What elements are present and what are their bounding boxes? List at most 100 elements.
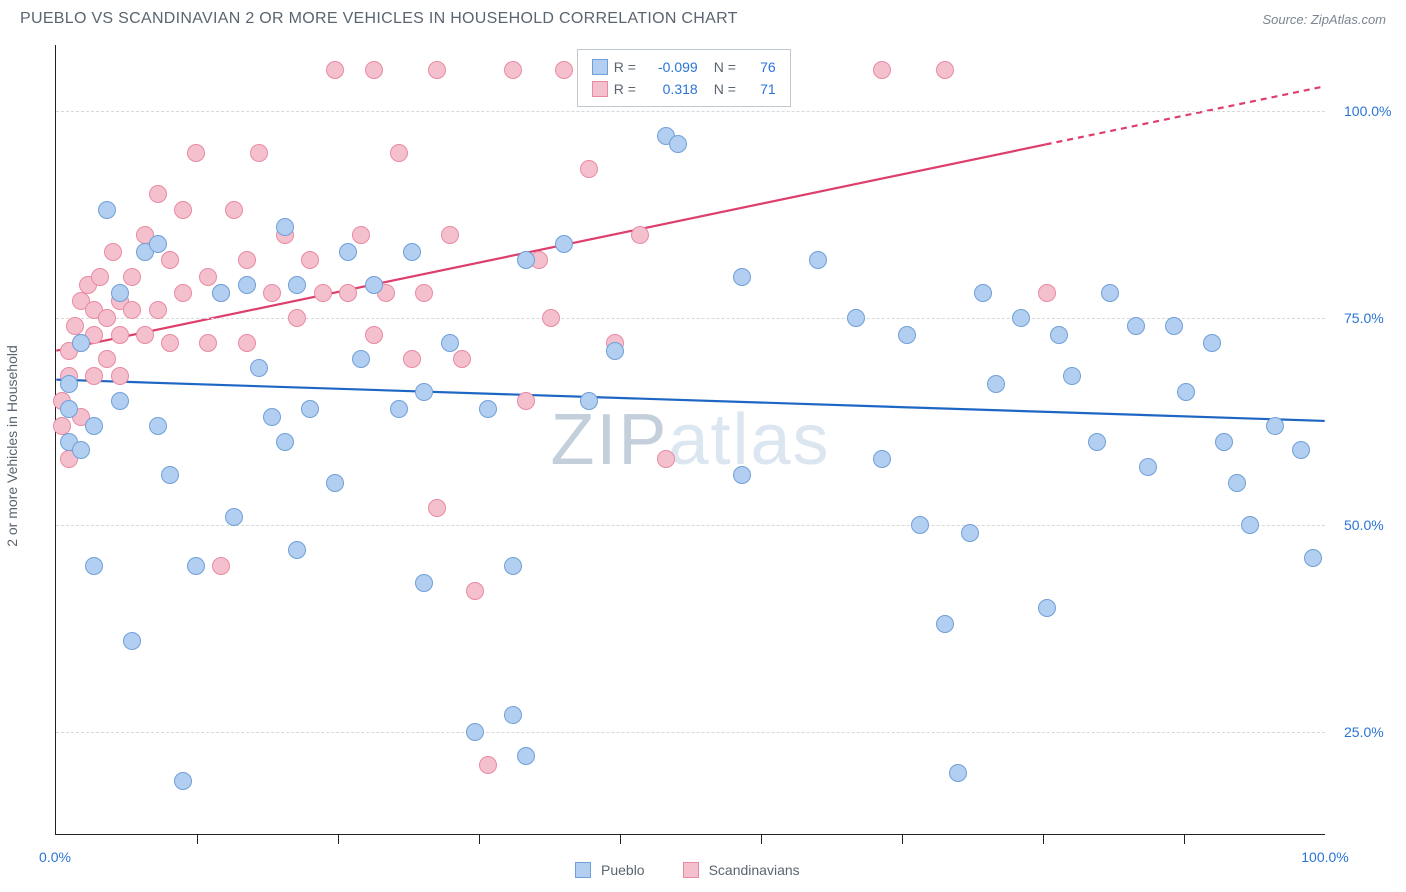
data-point-pueblo bbox=[1241, 516, 1259, 534]
gridline bbox=[56, 732, 1325, 733]
x-tick bbox=[620, 834, 621, 844]
data-point-pueblo bbox=[149, 235, 167, 253]
data-point-scandinavians bbox=[98, 350, 116, 368]
data-point-scandinavians bbox=[149, 301, 167, 319]
bottom-legend: Pueblo Scandinavians bbox=[575, 862, 828, 878]
data-point-scandinavians bbox=[517, 392, 535, 410]
data-point-scandinavians bbox=[66, 317, 84, 335]
y-tick-label: 25.0% bbox=[1344, 724, 1384, 740]
x-tick bbox=[479, 834, 480, 844]
source-attribution: Source: ZipAtlas.com bbox=[1262, 12, 1386, 27]
data-point-pueblo bbox=[479, 400, 497, 418]
data-point-scandinavians bbox=[428, 499, 446, 517]
legend-swatch-scandinavians bbox=[683, 862, 699, 878]
legend-swatch bbox=[592, 81, 608, 97]
data-point-pueblo bbox=[517, 747, 535, 765]
stat-n-label: N = bbox=[714, 56, 742, 78]
data-point-scandinavians bbox=[314, 284, 332, 302]
data-point-pueblo bbox=[555, 235, 573, 253]
data-point-pueblo bbox=[733, 466, 751, 484]
data-point-pueblo bbox=[1127, 317, 1145, 335]
data-point-scandinavians bbox=[542, 309, 560, 327]
data-point-scandinavians bbox=[238, 251, 256, 269]
data-point-pueblo bbox=[111, 284, 129, 302]
data-point-pueblo bbox=[873, 450, 891, 468]
data-point-scandinavians bbox=[212, 557, 230, 575]
data-point-pueblo bbox=[250, 359, 268, 377]
data-point-pueblo bbox=[339, 243, 357, 261]
y-axis-title: 2 or more Vehicles in Household bbox=[4, 345, 20, 547]
legend-label-pueblo: Pueblo bbox=[601, 862, 645, 878]
page-title: PUEBLO VS SCANDINAVIAN 2 OR MORE VEHICLE… bbox=[20, 10, 738, 28]
data-point-scandinavians bbox=[288, 309, 306, 327]
data-point-scandinavians bbox=[580, 160, 598, 178]
data-point-pueblo bbox=[263, 408, 281, 426]
stat-n-value: 71 bbox=[748, 78, 776, 100]
data-point-pueblo bbox=[85, 417, 103, 435]
data-point-pueblo bbox=[1038, 599, 1056, 617]
data-point-pueblo bbox=[60, 400, 78, 418]
data-point-pueblo bbox=[936, 615, 954, 633]
data-point-scandinavians bbox=[390, 144, 408, 162]
data-point-scandinavians bbox=[428, 61, 446, 79]
legend-label-scandinavians: Scandinavians bbox=[709, 862, 800, 878]
data-point-scandinavians bbox=[415, 284, 433, 302]
data-point-pueblo bbox=[60, 375, 78, 393]
data-point-pueblo bbox=[238, 276, 256, 294]
data-point-scandinavians bbox=[1038, 284, 1056, 302]
correlation-stat-box: R =-0.099N =76R =0.318N =71 bbox=[577, 49, 791, 107]
data-point-pueblo bbox=[1266, 417, 1284, 435]
data-point-scandinavians bbox=[326, 61, 344, 79]
x-tick bbox=[761, 834, 762, 844]
data-point-pueblo bbox=[504, 706, 522, 724]
data-point-pueblo bbox=[365, 276, 383, 294]
stat-r-value: 0.318 bbox=[648, 78, 698, 100]
data-point-pueblo bbox=[1063, 367, 1081, 385]
data-point-pueblo bbox=[1165, 317, 1183, 335]
data-point-pueblo bbox=[174, 772, 192, 790]
data-point-scandinavians bbox=[85, 367, 103, 385]
data-point-pueblo bbox=[85, 557, 103, 575]
data-point-pueblo bbox=[1177, 383, 1195, 401]
data-point-pueblo bbox=[149, 417, 167, 435]
data-point-pueblo bbox=[669, 135, 687, 153]
data-point-scandinavians bbox=[123, 268, 141, 286]
data-point-scandinavians bbox=[91, 268, 109, 286]
y-tick-label: 50.0% bbox=[1344, 517, 1384, 533]
data-point-pueblo bbox=[276, 218, 294, 236]
stat-n-value: 76 bbox=[748, 56, 776, 78]
data-point-pueblo bbox=[847, 309, 865, 327]
data-point-pueblo bbox=[961, 524, 979, 542]
y-tick-label: 75.0% bbox=[1344, 310, 1384, 326]
data-point-scandinavians bbox=[136, 326, 154, 344]
data-point-pueblo bbox=[1228, 474, 1246, 492]
x-tick bbox=[338, 834, 339, 844]
x-tick-label: 0.0% bbox=[39, 849, 71, 865]
data-point-pueblo bbox=[123, 632, 141, 650]
data-point-scandinavians bbox=[225, 201, 243, 219]
data-point-pueblo bbox=[987, 375, 1005, 393]
data-point-pueblo bbox=[111, 392, 129, 410]
data-point-pueblo bbox=[161, 466, 179, 484]
data-point-pueblo bbox=[415, 574, 433, 592]
data-point-pueblo bbox=[1101, 284, 1119, 302]
data-point-pueblo bbox=[72, 441, 90, 459]
data-point-scandinavians bbox=[149, 185, 167, 203]
trend-lines bbox=[56, 45, 1325, 834]
x-tick bbox=[902, 834, 903, 844]
data-point-pueblo bbox=[1088, 433, 1106, 451]
data-point-scandinavians bbox=[98, 309, 116, 327]
legend-swatch-pueblo bbox=[575, 862, 591, 878]
stat-r-value: -0.099 bbox=[648, 56, 698, 78]
data-point-scandinavians bbox=[111, 367, 129, 385]
data-point-scandinavians bbox=[403, 350, 421, 368]
data-point-scandinavians bbox=[161, 334, 179, 352]
data-point-scandinavians bbox=[504, 61, 522, 79]
data-point-pueblo bbox=[1292, 441, 1310, 459]
data-point-pueblo bbox=[212, 284, 230, 302]
data-point-pueblo bbox=[225, 508, 243, 526]
data-point-pueblo bbox=[911, 516, 929, 534]
data-point-pueblo bbox=[1139, 458, 1157, 476]
data-point-scandinavians bbox=[250, 144, 268, 162]
data-point-scandinavians bbox=[479, 756, 497, 774]
